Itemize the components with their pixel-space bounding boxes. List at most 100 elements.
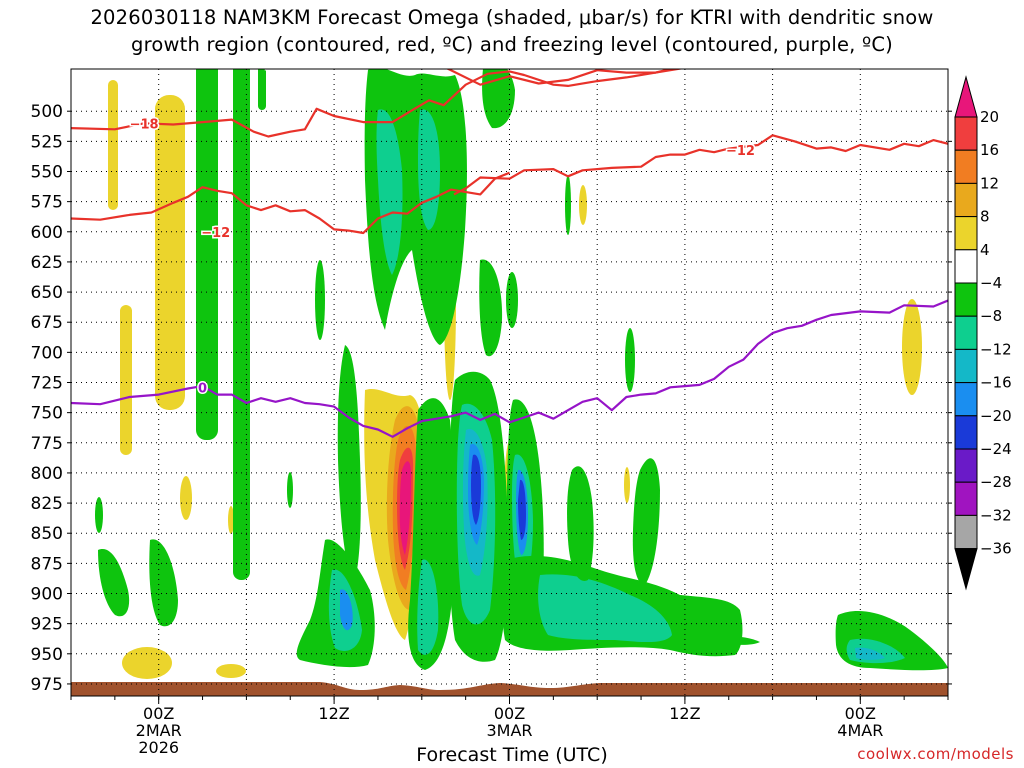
colorbar-bin xyxy=(954,348,978,384)
y-tick-label: 925 xyxy=(31,615,63,635)
y-tick-label: 525 xyxy=(31,132,63,152)
colorbar-label: 8 xyxy=(980,208,990,226)
colorbar-bin xyxy=(954,481,978,516)
y-tick-label: 800 xyxy=(31,464,63,484)
contour-line xyxy=(71,171,510,235)
contour-label: −12 xyxy=(201,226,230,241)
colorbar-bin xyxy=(954,415,978,450)
colorbar-label: 16 xyxy=(980,141,999,159)
y-tick-label: 900 xyxy=(31,585,63,605)
omega-shading xyxy=(71,69,948,696)
omega-negative-region xyxy=(98,549,130,617)
y-tick-label: 575 xyxy=(31,193,63,213)
y-tick-label: 725 xyxy=(31,374,63,394)
omega-negative-region xyxy=(632,458,660,585)
colorbar-label: −8 xyxy=(980,307,1002,325)
omega-positive-region xyxy=(122,647,172,679)
credit-link[interactable]: coolwx.com/models xyxy=(857,745,1014,763)
colorbar-label: 12 xyxy=(980,174,999,192)
y-tick-label: 650 xyxy=(31,283,63,303)
colorbar-label: −32 xyxy=(980,506,1012,524)
omega-positive-region xyxy=(216,664,246,678)
omega-negative-region xyxy=(287,472,293,508)
omega-positive-region xyxy=(120,305,132,455)
contour-line xyxy=(71,69,685,138)
colorbar-label: −24 xyxy=(980,440,1012,458)
contour-label: −12 xyxy=(726,144,755,159)
colorbar-bin xyxy=(954,315,978,350)
omega-negative-region xyxy=(315,260,325,340)
contour-label: −18 xyxy=(130,117,159,132)
omega-negative-region xyxy=(95,497,103,533)
colorbar-label: −16 xyxy=(980,374,1012,392)
y-tick-label: 750 xyxy=(31,404,63,424)
omega-negative-region xyxy=(340,589,353,631)
colorbar-label: −20 xyxy=(980,407,1012,425)
contour-line xyxy=(453,134,948,196)
x-tick-label: 00Z xyxy=(143,704,174,723)
temperature-contours: −18 −18 −12 −12 0 xyxy=(71,58,948,438)
colorbar-bin xyxy=(954,116,978,151)
omega-negative-region xyxy=(538,574,672,643)
y-tick-label: 675 xyxy=(31,313,63,333)
colorbar-label: 20 xyxy=(980,108,999,126)
omega-negative-region xyxy=(233,69,250,580)
colorbar-bin xyxy=(954,216,978,251)
y-tick-label: 975 xyxy=(31,675,63,695)
y-tick-label: 850 xyxy=(31,524,63,544)
x-tick-date-label: 2MAR xyxy=(136,721,182,740)
chart-title-line-2: growth region (contoured, red, ºC) and f… xyxy=(131,33,893,56)
y-tick-label: 700 xyxy=(31,343,63,363)
x-tick-label: 12Z xyxy=(318,704,349,723)
colorbar-label: −4 xyxy=(980,274,1002,292)
omega-positive-region xyxy=(902,299,922,395)
omega-negative-region xyxy=(482,69,515,129)
omega-negative-region xyxy=(855,647,885,660)
omega-positive-region xyxy=(180,476,192,520)
omega-positive-region xyxy=(399,461,412,555)
x-tick-label: 12Z xyxy=(669,704,700,723)
y-tick-label: 825 xyxy=(31,494,63,514)
omega-negative-region xyxy=(376,109,403,276)
colorbar-bin xyxy=(954,282,978,317)
omega-negative-region xyxy=(418,109,440,230)
colorbar-label: 4 xyxy=(980,241,990,259)
x-tick-label: 00Z xyxy=(845,704,876,723)
chart-title-line-1: 2026030118 NAM3KM Forecast Omega (shaded… xyxy=(90,6,934,29)
omega-negative-region xyxy=(725,636,760,645)
omega-negative-region xyxy=(625,328,635,392)
contour-line xyxy=(71,299,948,438)
y-tick-label: 625 xyxy=(31,253,63,273)
x-tick-year-label: 2026 xyxy=(138,738,179,757)
y-tick-label: 875 xyxy=(31,554,63,574)
x-axis-label: Forecast Time (UTC) xyxy=(416,744,608,766)
colorbar-label: −12 xyxy=(980,340,1012,358)
omega-positive-region xyxy=(624,467,630,503)
y-tick-label: 950 xyxy=(31,645,63,665)
omega-negative-region xyxy=(565,175,571,235)
contour-label: 0 xyxy=(198,381,207,396)
omega-negative-region xyxy=(506,272,518,328)
omega-positive-region xyxy=(579,185,587,225)
colorbar-label: −28 xyxy=(980,473,1012,491)
omega-negative-region xyxy=(479,259,503,357)
y-tick-label: 775 xyxy=(31,434,63,454)
chart-grid xyxy=(71,69,948,696)
omega-negative-region xyxy=(337,345,361,580)
omega-negative-region xyxy=(567,466,594,581)
colorbar-bin xyxy=(954,382,978,417)
omega-positive-region xyxy=(108,80,118,210)
colorbar-bin xyxy=(954,249,978,284)
colorbar-bin xyxy=(954,75,978,118)
colorbar-bin xyxy=(954,149,978,184)
pressure-axis: 500 525 550 575 600 625 650 675 700 725 750 775 800 8… xyxy=(31,102,952,695)
colorbar-bin xyxy=(954,548,978,591)
omega-negative-region xyxy=(196,69,218,440)
x-tick-date-label: 4MAR xyxy=(837,721,883,740)
omega-positive-region xyxy=(155,95,185,410)
contour-label: −18 xyxy=(254,58,283,73)
x-tick-label: 00Z xyxy=(494,704,525,723)
